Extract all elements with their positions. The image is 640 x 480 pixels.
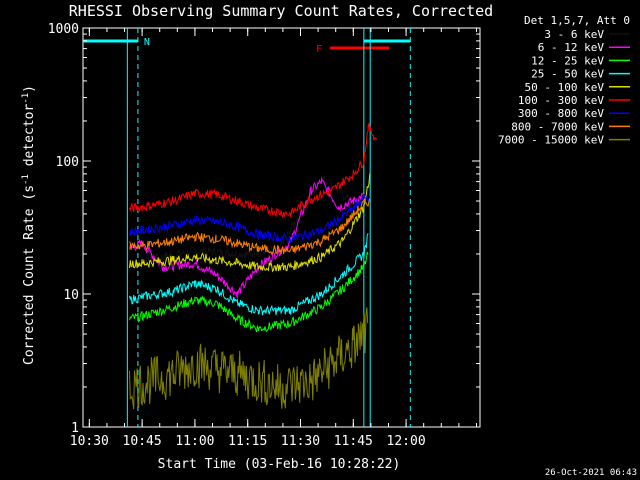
legend-header: Det 1,5,7, Att 0: [524, 14, 630, 27]
x-tick-label: 10:45: [123, 434, 162, 449]
series-line: [129, 198, 371, 256]
y-axis-label-part1: Corrected Count Rate (s: [22, 185, 37, 365]
legend-label: 3 - 6 keV: [544, 28, 604, 41]
legend-label: 100 - 300 keV: [518, 94, 604, 107]
footer-timestamp: 26-Oct-2021 06:43: [545, 468, 637, 478]
series-line: [129, 193, 371, 244]
y-axis-label-part3: ): [22, 85, 37, 93]
x-tick-label: 11:45: [334, 434, 373, 449]
series-line: [129, 121, 377, 219]
flare-label: F: [316, 44, 322, 55]
annotations: NF: [83, 28, 411, 427]
y-axis-label-sup1: -1: [21, 174, 31, 185]
x-axis-ticks: 10:30 10:45 11:00 11:15 11:30 11:45 12:00: [70, 28, 477, 449]
x-tick-label: 10:30: [70, 434, 109, 449]
chart-title: RHESSI Observing Summary Count Rates, Co…: [69, 2, 493, 20]
y-axis-label: Corrected Count Rate (s-1 detector-1): [21, 85, 37, 365]
y-axis-label-sup2: -1: [21, 93, 31, 104]
x-tick-label: 11:15: [228, 434, 267, 449]
x-tick-label: 11:00: [175, 434, 214, 449]
y-tick-label: 100: [56, 155, 79, 170]
series-line: [129, 173, 371, 273]
legend-label: 800 - 7000 keV: [511, 120, 604, 133]
y-tick-label: 10: [63, 288, 79, 303]
night-label: N: [144, 37, 150, 48]
series-line: [129, 176, 364, 299]
legend-label: 300 - 800 keV: [518, 107, 604, 120]
series-group: [129, 121, 377, 410]
legend-label: 12 - 25 keV: [531, 54, 604, 67]
plot-frame: [82, 27, 481, 428]
legend-label: 25 - 50 keV: [531, 68, 604, 81]
x-axis-label: Start Time (03-Feb-16 10:28:22): [158, 457, 401, 472]
series-line: [129, 251, 369, 333]
y-axis-ticks: 1 10 100 1000: [48, 22, 480, 436]
legend-label: 6 - 12 keV: [538, 41, 605, 54]
x-tick-label: 12:00: [387, 434, 426, 449]
y-tick-label: 1000: [48, 22, 79, 37]
legend-label: 50 - 100 keV: [525, 81, 605, 94]
y-tick-label: 1: [71, 421, 79, 436]
legend-label: 7000 - 15000 keV: [498, 134, 604, 147]
series-line: [129, 307, 369, 410]
plot-border: [82, 27, 481, 428]
series-line: [129, 233, 369, 316]
x-tick-label: 11:30: [281, 434, 320, 449]
y-axis-label-part2: detector: [22, 104, 37, 175]
